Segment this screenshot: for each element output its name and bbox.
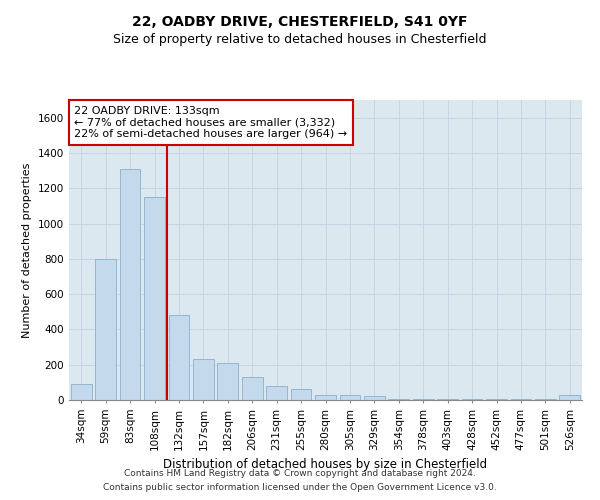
Bar (290, 390, 311, 400)
Bar (266, 386, 287, 400)
Text: Contains public sector information licensed under the Open Government Licence v3: Contains public sector information licen… (103, 484, 497, 492)
Bar (511, 399, 532, 400)
Bar (315, 394, 336, 400)
Bar (535, 399, 556, 400)
Bar (437, 399, 458, 400)
Bar (486, 399, 507, 400)
Bar (242, 377, 263, 400)
Bar (340, 394, 361, 400)
Text: 22 OADBY DRIVE: 133sqm
← 77% of detached houses are smaller (3,332)
22% of semi-: 22 OADBY DRIVE: 133sqm ← 77% of detached… (74, 106, 347, 139)
Bar (217, 363, 238, 400)
Bar (364, 396, 385, 400)
Bar (461, 399, 482, 400)
Bar (388, 399, 409, 400)
Bar (559, 394, 580, 400)
Bar (193, 360, 214, 400)
X-axis label: Distribution of detached houses by size in Chesterfield: Distribution of detached houses by size … (163, 458, 488, 471)
Bar (413, 399, 434, 400)
Bar (95, 259, 116, 400)
Text: 22, OADBY DRIVE, CHESTERFIELD, S41 0YF: 22, OADBY DRIVE, CHESTERFIELD, S41 0YF (132, 15, 468, 29)
Y-axis label: Number of detached properties: Number of detached properties (22, 162, 32, 338)
Bar (71, 384, 92, 400)
Bar (144, 197, 165, 400)
Bar (169, 316, 190, 400)
Bar (119, 169, 140, 400)
Text: Contains HM Land Registry data © Crown copyright and database right 2024.: Contains HM Land Registry data © Crown c… (124, 468, 476, 477)
Text: Size of property relative to detached houses in Chesterfield: Size of property relative to detached ho… (113, 32, 487, 46)
